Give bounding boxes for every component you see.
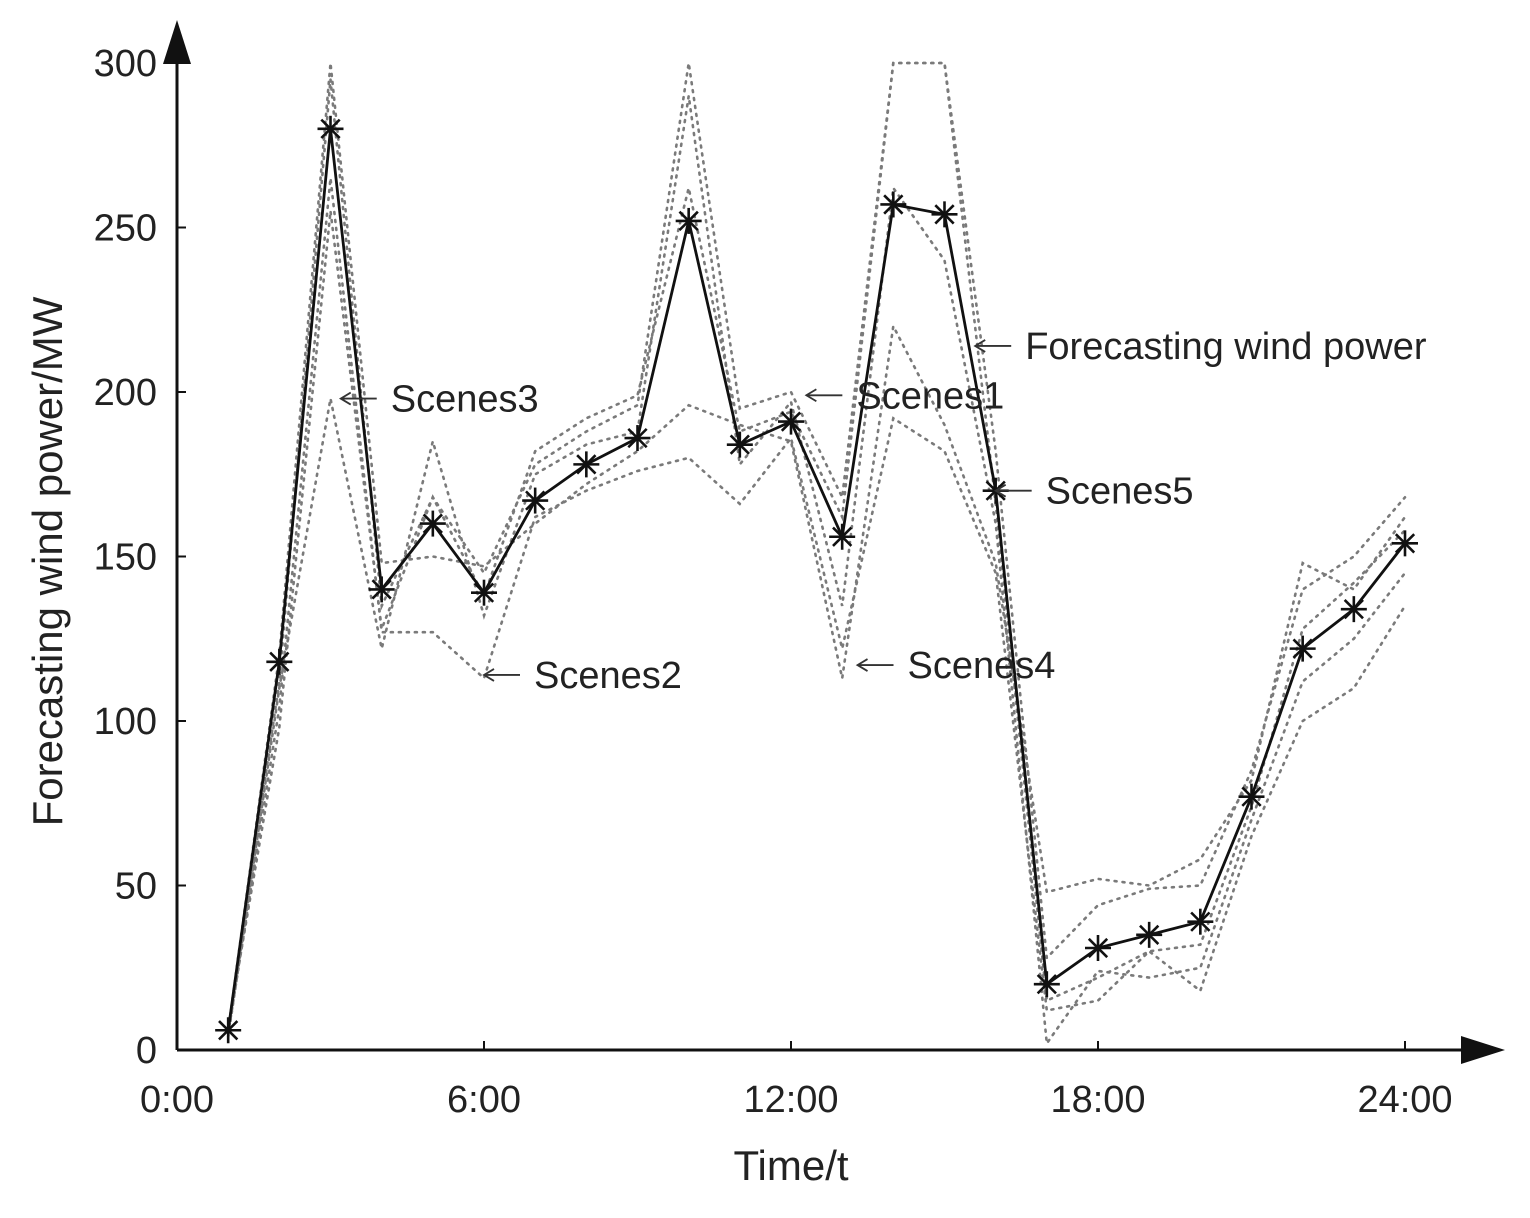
y-tick-label: 0 bbox=[136, 1030, 157, 1072]
data-point-star bbox=[368, 576, 395, 603]
x-tick-label: 24:00 bbox=[1357, 1079, 1452, 1121]
series-scenes1 bbox=[226, 61, 1407, 1035]
annotation-scenes4: Scenes4 bbox=[855, 645, 1056, 687]
annotation-label: Forecasting wind power bbox=[1025, 326, 1427, 368]
data-point-star bbox=[778, 408, 804, 435]
y-axis-arrow bbox=[163, 20, 191, 64]
x-axis-arrow bbox=[1461, 1036, 1505, 1064]
annotation-forecasting-wind-power: Forecasting wind power bbox=[973, 326, 1427, 368]
data-point-star bbox=[522, 487, 549, 514]
data-point-star bbox=[1033, 971, 1060, 998]
y-axis-title: Forecasting wind power/MW bbox=[24, 296, 71, 826]
data-point-star bbox=[215, 1017, 242, 1044]
annotation-arrowhead bbox=[973, 339, 986, 353]
data-point-star bbox=[1136, 921, 1163, 948]
series-scenes4 bbox=[226, 62, 1407, 1032]
chart-axes: 0 50 100 150 200 250 300 0:00 6:00 12:00 18:00 24:0… bbox=[94, 20, 1505, 1121]
data-point-star bbox=[317, 115, 344, 142]
data-point-star bbox=[829, 523, 856, 550]
annotations-layer: Forecasting wind power Scenes1 Scenes3 Scen… bbox=[338, 326, 1427, 697]
y-tick-label: 100 bbox=[94, 701, 157, 743]
data-point-star bbox=[573, 451, 600, 478]
data-point-star bbox=[1340, 596, 1367, 623]
annotation-arrowhead bbox=[804, 388, 817, 403]
annotation-arrowhead bbox=[993, 483, 1007, 498]
data-point-star bbox=[1238, 783, 1265, 810]
series-line-forecasting-wind-power bbox=[226, 128, 1407, 1031]
x-axis-title: Time/t bbox=[733, 1142, 848, 1189]
series-line-scenes3 bbox=[226, 95, 1407, 1047]
series-scenes3 bbox=[226, 95, 1407, 1047]
annotation-label: Scenes5 bbox=[1046, 471, 1194, 513]
annotation-scenes5: Scenes5 bbox=[993, 471, 1194, 513]
x-tick-label: 6:00 bbox=[447, 1079, 521, 1121]
y-tick-label: 50 bbox=[115, 866, 157, 908]
annotation-label: Scenes1 bbox=[856, 375, 1004, 417]
data-point-star bbox=[726, 431, 753, 458]
data-point-star bbox=[1085, 935, 1111, 962]
x-tick-label: 12:00 bbox=[743, 1079, 838, 1121]
series-line-scenes4 bbox=[226, 62, 1407, 1032]
data-point-star bbox=[675, 207, 702, 234]
data-point-star bbox=[880, 191, 907, 218]
annotation-label: Scenes4 bbox=[908, 645, 1056, 687]
annotation-arrowhead bbox=[855, 658, 868, 672]
data-point-star bbox=[624, 425, 651, 452]
y-tick-label: 200 bbox=[94, 372, 157, 414]
series-line-scenes1 bbox=[226, 61, 1407, 1035]
data-point-star bbox=[471, 579, 497, 606]
x-tick-label: 18:00 bbox=[1050, 1079, 1145, 1121]
data-point-star bbox=[1392, 530, 1418, 557]
y-tick-label: 150 bbox=[94, 537, 157, 579]
series-layer bbox=[215, 61, 1418, 1047]
data-point-star bbox=[266, 648, 293, 675]
y-tick-label: 250 bbox=[94, 208, 157, 250]
series-forecasting-wind-power bbox=[215, 115, 1418, 1044]
annotation-arrowhead bbox=[482, 668, 495, 682]
series-scenes2 bbox=[226, 177, 1407, 1035]
annotation-label: Scenes2 bbox=[534, 655, 682, 697]
annotation-arrowhead bbox=[338, 391, 352, 406]
series-line-scenes2 bbox=[226, 177, 1407, 1035]
annotation-label: Scenes3 bbox=[391, 379, 539, 421]
x-tick-label: 0:00 bbox=[140, 1079, 214, 1121]
annotation-scenes3: Scenes3 bbox=[338, 379, 539, 421]
data-point-star bbox=[419, 510, 446, 537]
annotation-scenes2: Scenes2 bbox=[482, 655, 682, 697]
data-point-star bbox=[1289, 635, 1316, 662]
data-point-star bbox=[931, 201, 958, 228]
y-tick-label: 300 bbox=[94, 43, 157, 85]
annotation-scenes1: Scenes1 bbox=[804, 375, 1004, 417]
data-point-star bbox=[1187, 908, 1214, 935]
